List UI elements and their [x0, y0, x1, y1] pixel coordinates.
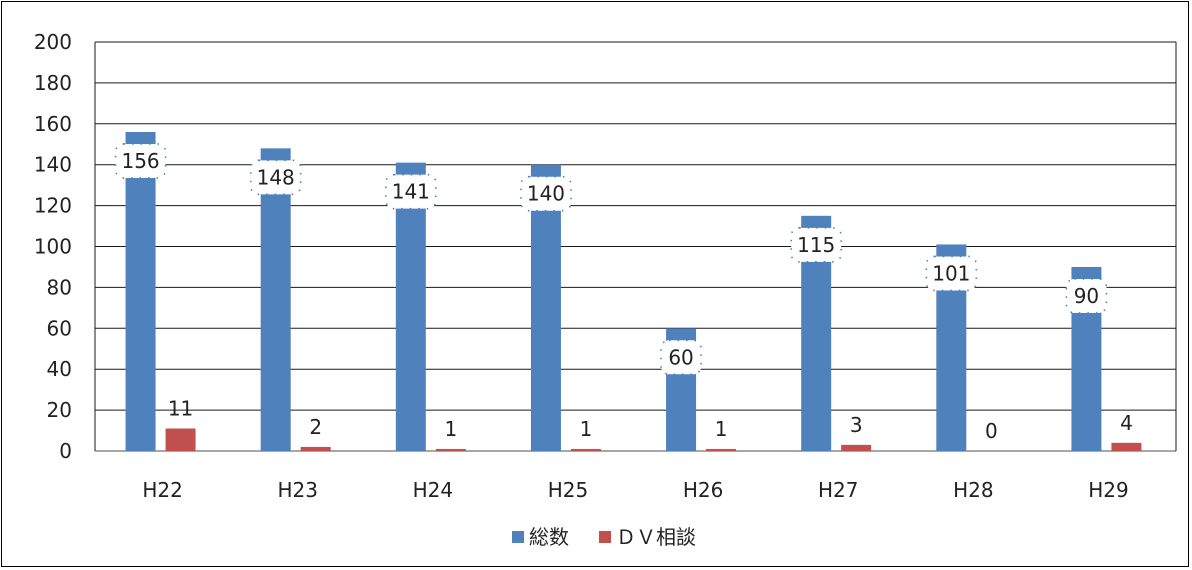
x-tick-label: H23: [277, 478, 318, 502]
bar-total: [395, 162, 426, 451]
data-label-total: 115: [797, 233, 835, 257]
bar-total: [125, 131, 156, 452]
bar-dv: [300, 446, 331, 451]
y-tick-label: 160: [34, 112, 72, 136]
data-labels: 156 11 148 2 141 1 140 1 60 1 115 3 101 0 90 4: [114, 143, 1133, 443]
x-tick-label: H24: [413, 478, 454, 502]
y-tick-label: 60: [47, 316, 72, 340]
data-label-box: [660, 339, 702, 376]
data-label-dv: 1: [444, 417, 457, 441]
y-tick-label: 200: [34, 30, 72, 54]
data-label-dv: 1: [580, 417, 593, 441]
y-tick-label: 80: [47, 275, 72, 299]
bar-dv: [435, 448, 466, 451]
legend-swatch-dv: [599, 531, 611, 543]
data-label-dv: 3: [850, 413, 863, 437]
bar-dv: [570, 448, 601, 451]
gridlines: [94, 41, 1177, 452]
data-label-total: 148: [257, 165, 295, 189]
bar-dv: [841, 444, 872, 451]
legend-label-total: 総数: [529, 525, 569, 549]
data-label-total: 101: [932, 261, 970, 285]
x-axis: H22 H23 H24 H25 H26 H27 H28 H29: [142, 478, 1128, 502]
x-tick-label: H26: [683, 478, 724, 502]
data-label-box: [249, 159, 302, 196]
legend: 総数 ＤＶ相談: [512, 525, 696, 549]
data-label-dv: 1: [715, 417, 728, 441]
data-label-box: [925, 255, 978, 292]
data-label-box: [520, 175, 572, 212]
y-tick-label: 40: [47, 357, 72, 381]
y-tick-label: 180: [34, 71, 72, 95]
data-label-dv: 11: [168, 397, 193, 421]
bar-dv: [165, 428, 196, 451]
y-tick-label: 120: [34, 194, 72, 218]
bar-dv: [706, 448, 737, 451]
data-label-box: [1065, 278, 1108, 314]
x-tick-label: H22: [142, 478, 183, 502]
bar-dv: [1111, 442, 1142, 451]
data-label-dv: 4: [1120, 411, 1133, 435]
y-tick-label: 0: [59, 439, 72, 463]
bar-total: [260, 148, 291, 451]
y-tick-label: 100: [34, 235, 72, 259]
data-label-box: [790, 227, 842, 263]
data-label-total: 90: [1074, 284, 1099, 308]
x-tick-label: H25: [548, 478, 589, 502]
data-label-box: [114, 143, 167, 179]
data-label-total: 141: [392, 180, 430, 204]
y-axis: 0 20 40 60 80 100 120 140 160 180 200: [34, 30, 72, 463]
legend-swatch-total: [512, 531, 524, 543]
bar-total: [530, 164, 561, 451]
data-label-box: [385, 173, 437, 210]
x-tick-label: H27: [818, 478, 859, 502]
y-tick-label: 20: [47, 398, 72, 422]
x-tick-label: H29: [1088, 478, 1129, 502]
data-label-total: 60: [668, 345, 693, 369]
legend-label-dv: ＤＶ相談: [616, 525, 696, 549]
y-tick-label: 140: [34, 153, 72, 177]
data-label-dv: 2: [309, 415, 322, 439]
x-tick-label: H28: [953, 478, 994, 502]
data-label-dv: 0: [985, 419, 998, 443]
data-label-total: 156: [121, 149, 159, 173]
data-label-total: 140: [527, 182, 565, 206]
